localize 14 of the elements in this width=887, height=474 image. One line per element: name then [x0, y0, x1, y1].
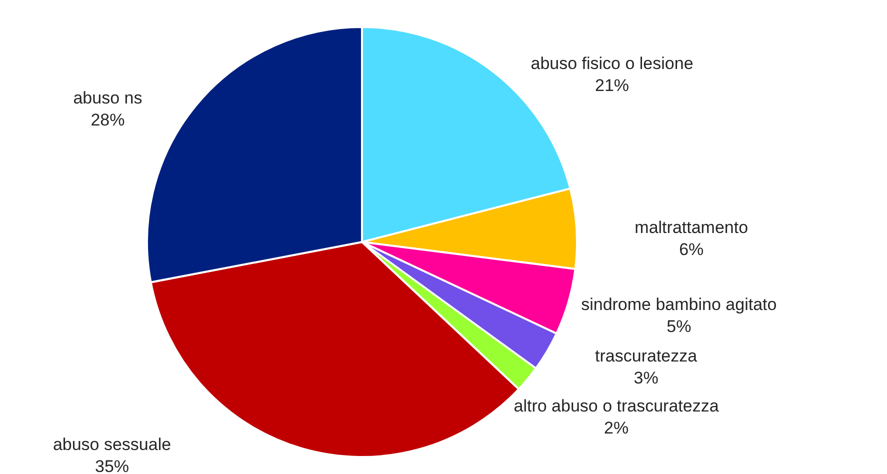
- data-label: 28%: [90, 110, 125, 130]
- slice-label: trascuratezza: [595, 346, 698, 366]
- data-label: 2%: [604, 418, 629, 438]
- slice-label: altro abuso o trascuratezza: [514, 396, 720, 416]
- data-label: 3%: [634, 368, 658, 388]
- data-label: 35%: [94, 457, 130, 474]
- slice-label: abuso sessuale: [52, 435, 172, 454]
- data-label: 5%: [666, 316, 692, 336]
- data-label: 21%: [594, 76, 630, 96]
- slice-label: abuso fisico o lesione: [530, 54, 694, 74]
- slice-label: abuso ns: [73, 88, 142, 108]
- data-label: 6%: [679, 240, 704, 259]
- slice-label: sindrome bambino agitato: [581, 294, 777, 314]
- slice-label: maltrattamento: [634, 218, 748, 237]
